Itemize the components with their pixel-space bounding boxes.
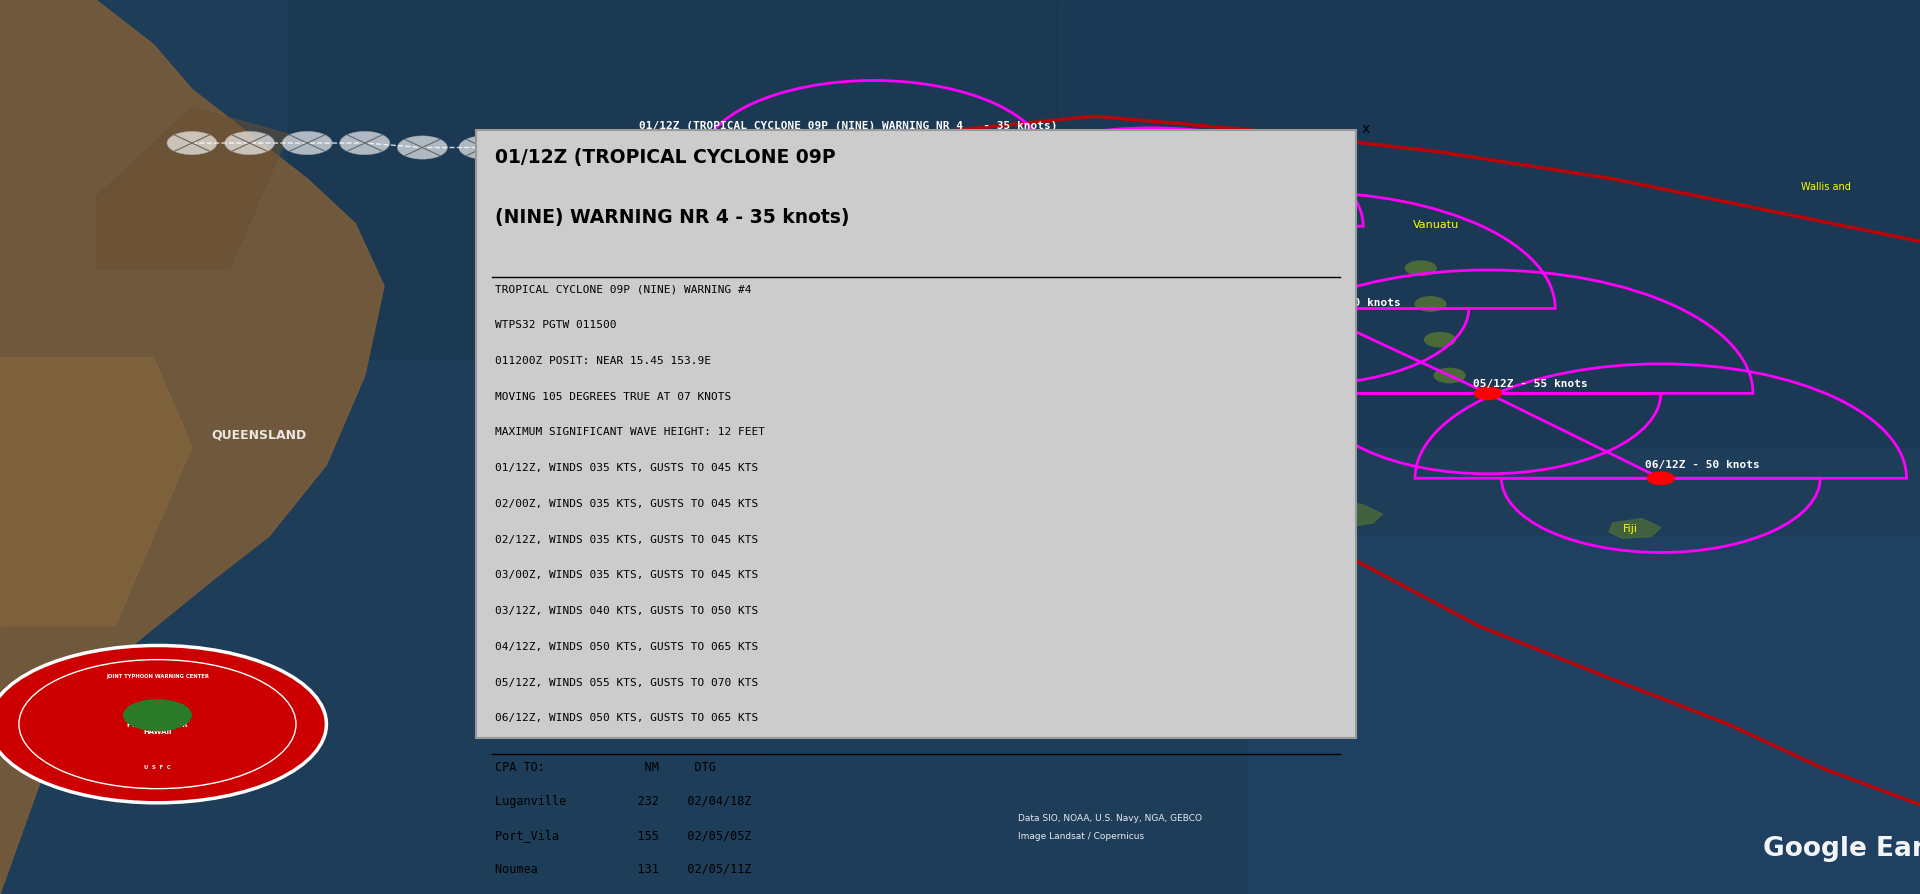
Text: JOINT TYPHOON WARNING CENTER: JOINT TYPHOON WARNING CENTER — [106, 674, 209, 679]
Circle shape — [1405, 261, 1436, 275]
Circle shape — [1292, 302, 1319, 315]
Polygon shape — [0, 0, 384, 894]
Polygon shape — [96, 107, 288, 268]
Text: 02/12Z, WINDS 035 KTS, GUSTS TO 045 KTS: 02/12Z, WINDS 035 KTS, GUSTS TO 045 KTS — [495, 535, 758, 544]
Circle shape — [225, 131, 275, 155]
Polygon shape — [768, 447, 1920, 894]
Text: Data SIO, NOAA, U.S. Navy, NGA, GEBCO: Data SIO, NOAA, U.S. Navy, NGA, GEBCO — [1018, 814, 1202, 822]
Text: 04/12Z, WINDS 050 KTS, GUSTS TO 065 KTS: 04/12Z, WINDS 050 KTS, GUSTS TO 065 KTS — [495, 642, 758, 652]
Text: 01/12Z, WINDS 035 KTS, GUSTS TO 045 KTS: 01/12Z, WINDS 035 KTS, GUSTS TO 045 KTS — [495, 463, 758, 473]
Circle shape — [123, 699, 192, 731]
Text: Vanuatu: Vanuatu — [1413, 220, 1459, 230]
Text: 04/12Z - 50 knots: 04/12Z - 50 knots — [1286, 298, 1402, 308]
Text: Image Landsat / Copernicus: Image Landsat / Copernicus — [1018, 831, 1144, 840]
Circle shape — [340, 131, 390, 155]
Text: (NINE) WARNING NR 4 - 35 knots): (NINE) WARNING NR 4 - 35 knots) — [495, 208, 851, 227]
Text: 02/00Z, WINDS 035 KTS, GUSTS TO 045 KTS: 02/00Z, WINDS 035 KTS, GUSTS TO 045 KTS — [495, 499, 758, 509]
FancyBboxPatch shape — [476, 130, 1356, 738]
Text: Fiji: Fiji — [1622, 524, 1638, 534]
Text: 03/12Z, WINDS 040 KTS, GUSTS TO 050 KTS: 03/12Z, WINDS 040 KTS, GUSTS TO 050 KTS — [495, 606, 758, 616]
Text: MAXIMUM SIGNIFICANT WAVE HEIGHT: 12 FEET: MAXIMUM SIGNIFICANT WAVE HEIGHT: 12 FEET — [495, 427, 766, 437]
Circle shape — [1434, 368, 1465, 383]
Text: 06/12Z - 50 knots: 06/12Z - 50 knots — [1645, 460, 1761, 470]
Circle shape — [397, 136, 447, 159]
Circle shape — [860, 155, 887, 167]
Text: TROPICAL CYCLONE 09P (NINE) WARNING #4: TROPICAL CYCLONE 09P (NINE) WARNING #4 — [495, 284, 753, 294]
Polygon shape — [0, 358, 192, 626]
Text: Google Earth: Google Earth — [1763, 837, 1920, 863]
Circle shape — [0, 645, 326, 803]
Text: 03/12Z - 40 knots: 03/12Z - 40 knots — [1152, 224, 1267, 234]
Circle shape — [689, 142, 739, 165]
Text: 01/12Z (TROPICAL CYCLONE 09P (NINE) WARNING NR 4   - 35 knots): 01/12Z (TROPICAL CYCLONE 09P (NINE) WARN… — [639, 121, 1058, 131]
Polygon shape — [1056, 0, 1920, 447]
Circle shape — [1139, 220, 1165, 232]
Circle shape — [282, 131, 332, 155]
Text: PEARL HARBOR
HAWAII: PEARL HARBOR HAWAII — [127, 722, 188, 735]
Text: 011200Z POSIT: NEAR 15.45 153.9E: 011200Z POSIT: NEAR 15.45 153.9E — [495, 356, 710, 366]
Text: CPA TO:              NM     DTG: CPA TO: NM DTG — [495, 761, 716, 774]
Polygon shape — [1219, 474, 1382, 527]
Circle shape — [582, 138, 632, 161]
Text: QUEENSLAND: QUEENSLAND — [211, 428, 307, 441]
Text: WTPS32 PGTW 011500: WTPS32 PGTW 011500 — [495, 320, 616, 330]
Circle shape — [1415, 297, 1446, 311]
Text: 35 knots: 35 knots — [914, 137, 968, 147]
Text: Wallis and: Wallis and — [1801, 181, 1851, 191]
Circle shape — [1475, 387, 1501, 400]
Circle shape — [743, 145, 793, 168]
Circle shape — [797, 147, 847, 170]
Circle shape — [636, 140, 685, 164]
Text: Port_Vila           155    02/05/05Z: Port_Vila 155 02/05/05Z — [495, 829, 753, 842]
Circle shape — [1647, 472, 1674, 485]
Circle shape — [520, 136, 570, 159]
Circle shape — [167, 131, 217, 155]
Text: 03/00Z, WINDS 035 KTS, GUSTS TO 045 KTS: 03/00Z, WINDS 035 KTS, GUSTS TO 045 KTS — [495, 570, 758, 580]
Text: New Caledonia: New Caledonia — [1152, 470, 1235, 480]
Text: Noumea              131    02/05/11Z: Noumea 131 02/05/11Z — [495, 863, 753, 876]
Text: U  S  F  C: U S F C — [144, 765, 171, 770]
Text: 01/12Z (TROPICAL CYCLONE 09P: 01/12Z (TROPICAL CYCLONE 09P — [495, 148, 835, 166]
Text: 05/12Z, WINDS 055 KTS, GUSTS TO 070 KTS: 05/12Z, WINDS 055 KTS, GUSTS TO 070 KTS — [495, 678, 758, 687]
Polygon shape — [1609, 519, 1661, 538]
Text: Luganville          232    02/04/18Z: Luganville 232 02/04/18Z — [495, 795, 753, 808]
Polygon shape — [1248, 536, 1920, 894]
Text: 05/12Z - 55 knots: 05/12Z - 55 knots — [1473, 379, 1588, 389]
Polygon shape — [288, 0, 1056, 358]
Text: x: x — [1361, 122, 1369, 137]
Text: 06/12Z, WINDS 050 KTS, GUSTS TO 065 KTS: 06/12Z, WINDS 050 KTS, GUSTS TO 065 KTS — [495, 713, 758, 723]
Text: MOVING 105 DEGREES TRUE AT 07 KNOTS: MOVING 105 DEGREES TRUE AT 07 KNOTS — [495, 392, 732, 401]
Circle shape — [459, 136, 509, 159]
Circle shape — [1425, 333, 1455, 347]
